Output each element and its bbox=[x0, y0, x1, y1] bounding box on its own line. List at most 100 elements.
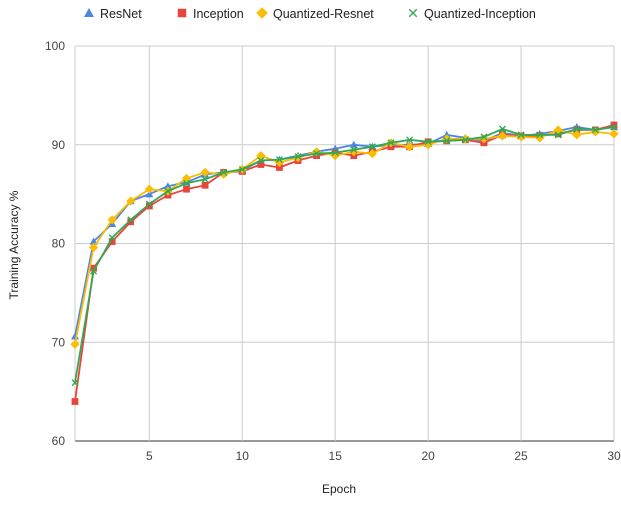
data-point-quantized-inception-stroke bbox=[183, 179, 191, 187]
y-tick-label: 70 bbox=[52, 335, 66, 349]
y-tick-label: 90 bbox=[52, 138, 66, 152]
series-line-quantized-resnet bbox=[74, 128, 615, 345]
data-point-quantized-inception bbox=[220, 168, 228, 176]
data-point-quantized-resnet bbox=[404, 142, 415, 152]
data-point-quantized-inception bbox=[443, 137, 451, 145]
data-point-quantized-inception bbox=[591, 126, 599, 134]
series-layer bbox=[70, 121, 619, 405]
legend-item-inception: Inception bbox=[177, 7, 244, 21]
x-tick-label: 30 bbox=[607, 449, 621, 463]
series-line-resnet bbox=[74, 126, 615, 337]
data-point-quantized-inception bbox=[71, 379, 79, 387]
data-point-quantized-resnet bbox=[107, 215, 117, 225]
x-tick-label: 25 bbox=[514, 449, 528, 463]
series-inception bbox=[71, 121, 618, 405]
data-point-quantized-inception-stroke bbox=[145, 200, 153, 208]
data-point-quantized-inception bbox=[127, 216, 135, 224]
data-point-quantized-inception bbox=[498, 125, 506, 133]
x-tick-label: 20 bbox=[421, 449, 435, 463]
data-point-quantized-inception-stroke bbox=[480, 133, 488, 141]
data-point-quantized-inception-stroke bbox=[313, 150, 321, 158]
data-point-inception bbox=[257, 161, 265, 168]
data-point-quantized-inception bbox=[554, 131, 562, 139]
data-point-quantized-inception-stroke bbox=[294, 153, 302, 161]
legend-item-resnet: ResNet bbox=[84, 7, 142, 21]
data-point-quantized-inception-stroke bbox=[164, 187, 172, 195]
data-point-quantized-inception bbox=[480, 133, 488, 141]
gridlines bbox=[74, 45, 615, 442]
data-point-inception bbox=[71, 398, 79, 405]
data-point-quantized-inception-stroke bbox=[517, 131, 525, 139]
data-point-quantized-inception-stroke bbox=[498, 125, 506, 133]
x-tick-label: 10 bbox=[236, 449, 250, 463]
data-point-quantized-inception bbox=[461, 136, 469, 144]
legend-label-resnet: ResNet bbox=[100, 7, 142, 21]
data-point-quantized-inception-stroke bbox=[610, 123, 618, 131]
data-point-quantized-resnet bbox=[330, 151, 340, 161]
legend-marker-quantized-inception bbox=[408, 8, 418, 18]
data-point-quantized-inception bbox=[387, 139, 395, 147]
data-point-quantized-inception-stroke bbox=[71, 379, 79, 387]
y-axis-ticks: 60 70 80 90 100 bbox=[45, 39, 65, 448]
data-point-quantized-resnet bbox=[609, 129, 619, 139]
data-point-inception bbox=[145, 202, 153, 210]
data-point-inception bbox=[108, 238, 116, 245]
x-tick-label: 5 bbox=[146, 449, 153, 463]
data-point-quantized-inception bbox=[238, 165, 246, 173]
series-quantized-resnet bbox=[70, 125, 619, 349]
data-point-quantized-inception-stroke bbox=[257, 157, 265, 165]
data-point-quantized-inception-stroke bbox=[443, 137, 451, 145]
data-point-quantized-inception bbox=[331, 149, 339, 157]
y-tick-label: 80 bbox=[52, 237, 66, 251]
data-point-inception bbox=[183, 185, 190, 193]
x-tick-label: 15 bbox=[329, 449, 343, 463]
data-point-inception bbox=[127, 218, 135, 226]
data-point-resnet bbox=[163, 182, 172, 190]
series-quantized-inception bbox=[71, 123, 618, 387]
data-point-quantized-inception bbox=[313, 150, 321, 158]
data-point-quantized-inception-stroke bbox=[201, 175, 209, 183]
data-point-quantized-inception bbox=[257, 157, 265, 165]
data-point-quantized-inception-stroke bbox=[406, 136, 414, 144]
data-point-resnet bbox=[89, 237, 98, 245]
data-point-quantized-inception-stroke bbox=[387, 139, 395, 147]
data-point-quantized-resnet bbox=[312, 147, 322, 157]
data-point-quantized-inception bbox=[275, 156, 283, 164]
data-point-quantized-inception bbox=[406, 136, 414, 144]
data-point-quantized-inception-stroke bbox=[275, 156, 283, 164]
legend-marker-resnet bbox=[84, 8, 94, 17]
data-point-quantized-resnet bbox=[274, 157, 285, 168]
data-point-quantized-resnet bbox=[200, 167, 210, 177]
data-point-quantized-inception-stroke bbox=[461, 136, 469, 144]
legend-label-quantized-resnet: Quantized-Resnet bbox=[273, 7, 374, 21]
x-axis-title: Epoch bbox=[322, 482, 356, 496]
data-point-quantized-inception-stroke bbox=[220, 168, 228, 176]
data-point-quantized-inception-stroke bbox=[331, 149, 339, 157]
series-resnet bbox=[71, 122, 618, 340]
data-point-quantized-inception-stroke bbox=[350, 146, 358, 154]
data-point-quantized-inception bbox=[517, 131, 525, 139]
data-point-quantized-inception bbox=[610, 123, 618, 131]
data-point-quantized-inception-stroke bbox=[368, 143, 376, 151]
data-point-quantized-inception bbox=[164, 187, 172, 195]
data-point-quantized-resnet bbox=[144, 184, 154, 194]
data-point-quantized-inception-stroke bbox=[591, 126, 599, 134]
data-point-quantized-inception-stroke bbox=[90, 267, 98, 275]
data-point-resnet bbox=[349, 140, 358, 148]
x-axis-ticks: 5 10 15 20 25 30 bbox=[146, 449, 621, 463]
data-point-quantized-inception-stroke bbox=[108, 234, 116, 242]
data-point-quantized-resnet bbox=[126, 196, 136, 206]
legend-item-quantized-inception: Quantized-Inception bbox=[408, 7, 536, 21]
data-point-quantized-inception-stroke bbox=[424, 138, 432, 146]
y-tick-label: 60 bbox=[52, 434, 66, 448]
data-point-quantized-resnet bbox=[88, 242, 99, 253]
data-point-quantized-inception bbox=[294, 153, 302, 161]
data-point-quantized-resnet bbox=[367, 149, 377, 159]
data-point-inception bbox=[90, 264, 97, 272]
data-point-inception bbox=[610, 121, 618, 129]
series-line-inception bbox=[74, 124, 615, 402]
data-point-quantized-inception-stroke bbox=[536, 131, 544, 139]
legend-marker-quantized-resnet bbox=[256, 7, 268, 19]
